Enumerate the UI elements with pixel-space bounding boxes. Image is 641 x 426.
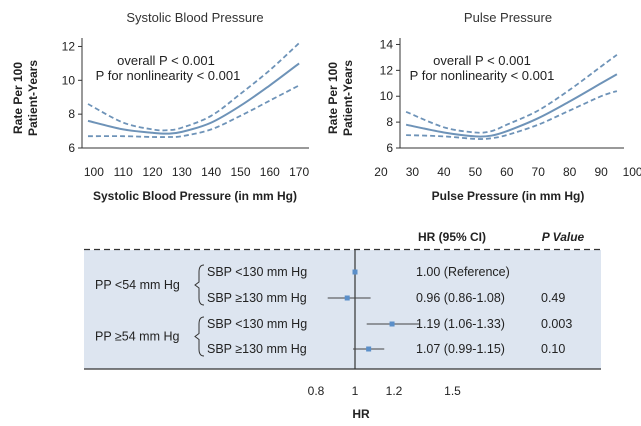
pp-chart: Pulse Pressure Rate Per 100 Patient-Year… — [326, 10, 641, 203]
forest-p-value: 0.10 — [541, 342, 565, 356]
forest-group-label: PP ≥54 mm Hg — [95, 330, 179, 344]
sbp-chart-title: Systolic Blood Pressure — [126, 10, 263, 25]
sbp-chart: Systolic Blood Pressure Rate Per 100 Pat… — [11, 10, 309, 203]
forest-group-brace — [194, 316, 205, 357]
forest-header-hr: HR (95% CI) — [418, 230, 486, 244]
pp-x-tick-label: 40 — [437, 165, 451, 179]
sbp-ci-dashed-line — [87, 84, 300, 138]
pp-xlabel: Pulse Pressure (in mm Hg) — [432, 189, 585, 203]
pp-estimate-line — [405, 73, 618, 138]
pp-x-tick-label: 30 — [406, 165, 420, 179]
pp-y-tick-label: 10 — [380, 89, 394, 103]
forest-point — [352, 269, 358, 275]
forest-plot: HR (95% CI) P Value HR 0.8 1 1.2 1.5 PP <54 … — [84, 230, 601, 421]
pp-x-tick-label: 80 — [563, 165, 577, 179]
sbp-ylabel-line1: Rate Per 100 — [11, 62, 25, 134]
forest-x-tick-label: 0.8 — [308, 384, 325, 398]
pp-y-tick-label: 6 — [386, 141, 393, 155]
sbp-x-tick-label: 170 — [289, 165, 309, 179]
forest-hr-ci-text: 1.19 (1.06-1.33) — [416, 317, 505, 331]
pp-x-tick-label: 90 — [594, 165, 608, 179]
sbp-xlabel: Systolic Blood Pressure (in mm Hg) — [93, 189, 297, 203]
pp-x-tick-label: 50 — [469, 165, 483, 179]
forest-point — [344, 295, 350, 301]
forest-hr-ci-text: 1.00 (Reference) — [416, 265, 510, 279]
sbp-ylabel-line2: Patient-Years — [26, 60, 40, 136]
forest-hr-ci-text: 0.96 (0.86-1.08) — [416, 291, 505, 305]
sbp-x-tick-label: 150 — [230, 165, 250, 179]
pp-x-tick-label: 100 — [623, 165, 641, 179]
pp-x-tick-label: 60 — [500, 165, 514, 179]
forest-xlabel: HR — [352, 407, 370, 421]
sbp-annotation-nonlinearity: P for nonlinearity < 0.001 — [96, 68, 241, 83]
sbp-y-tick-label: 10 — [62, 73, 76, 87]
pp-ylabel-line1: Rate Per 100 — [326, 62, 340, 134]
sbp-annotation-overall: overall P < 0.001 — [117, 53, 215, 68]
forest-x-tick-label: 1.5 — [444, 384, 461, 398]
forest-row-label: SBP <130 mm Hg — [207, 317, 307, 331]
sbp-y-tick-label: 12 — [62, 39, 76, 53]
forest-point — [389, 321, 395, 327]
forest-row-label: SBP <130 mm Hg — [207, 265, 307, 279]
pp-annotation-nonlinearity: P for nonlinearity < 0.001 — [410, 68, 555, 83]
pp-y-tick-label: 14 — [380, 37, 394, 51]
sbp-x-tick-label: 130 — [172, 165, 192, 179]
pp-y-tick-label: 8 — [386, 115, 393, 129]
pp-x-tick-label: 20 — [374, 165, 388, 179]
forest-row-label: SBP ≥130 mm Hg — [207, 291, 307, 305]
sbp-x-tick-label: 160 — [260, 165, 280, 179]
sbp-x-tick-label: 120 — [142, 165, 162, 179]
pp-ci-dashed-line — [406, 90, 618, 140]
forest-p-value: 0.49 — [541, 291, 565, 305]
forest-p-value: 0.003 — [541, 317, 572, 331]
forest-row-label: SBP ≥130 mm Hg — [207, 342, 307, 356]
pp-chart-title: Pulse Pressure — [464, 10, 552, 25]
pp-ylabel-line2: Patient-Years — [341, 60, 355, 136]
pp-y-tick-label: 12 — [380, 63, 394, 77]
forest-point — [366, 346, 372, 352]
pp-annotation-overall: overall P < 0.001 — [433, 53, 531, 68]
sbp-y-tick-label: 6 — [68, 141, 75, 155]
sbp-y-tick-label: 8 — [68, 107, 75, 121]
sbp-x-tick-label: 100 — [84, 165, 104, 179]
forest-group-label: PP <54 mm Hg — [95, 278, 180, 292]
forest-x-tick-label: 1.2 — [386, 384, 403, 398]
pp-ci-dashed-line — [405, 54, 618, 134]
forest-hr-ci-text: 1.07 (0.99-1.15) — [416, 342, 505, 356]
sbp-x-tick-label: 110 — [114, 165, 133, 179]
forest-group-brace — [194, 264, 205, 306]
sbp-estimate-line — [87, 62, 300, 135]
forest-header-p: P Value — [542, 230, 585, 244]
forest-x-tick-label: 1 — [352, 384, 359, 398]
forest-panel-background — [84, 250, 601, 369]
pp-x-tick-label: 70 — [532, 165, 546, 179]
sbp-x-tick-label: 140 — [201, 165, 221, 179]
sbp-ci-dashed-line — [87, 42, 300, 132]
